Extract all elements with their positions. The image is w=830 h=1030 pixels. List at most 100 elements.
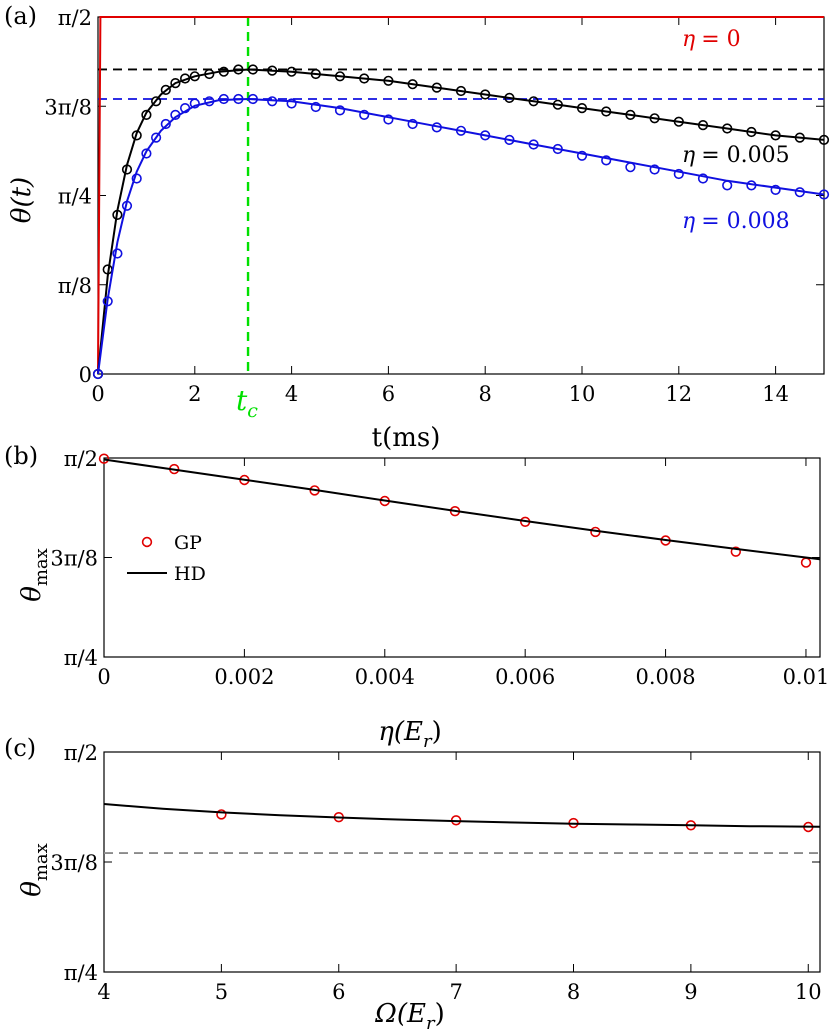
series-marker-black	[818, 134, 830, 145]
y-axis-label-sub: max	[31, 548, 52, 586]
panel-label: (c)	[4, 734, 36, 762]
tc-label: tc	[236, 384, 258, 422]
y-axis-label-main: θ	[17, 586, 47, 602]
panel-1: 0 0.002 0.004 0.006 0.008 0.01 π/4 3π/8 π/2 (b) GP…	[4, 442, 829, 752]
tc-main: t	[236, 384, 248, 417]
series-marker-black	[649, 113, 660, 124]
x-tick-label: 12	[665, 382, 692, 406]
series-line-red	[97, 16, 824, 375]
x-tick-label: 8	[567, 980, 580, 1004]
series-marker-blue	[601, 155, 612, 166]
series-marker-blue	[267, 96, 278, 107]
series-label-black: η = 0.005	[682, 143, 790, 168]
series-marker-black	[218, 66, 229, 77]
series-marker-black	[794, 132, 805, 143]
x-axis-label-sub: r	[423, 731, 433, 752]
series-marker-black	[121, 164, 133, 175]
series-marker-blue	[818, 189, 830, 200]
series-marker-black	[170, 77, 181, 89]
y-tick-label: π/4	[64, 646, 98, 670]
series-marker-black	[383, 75, 394, 86]
series-marker-black	[697, 119, 709, 131]
x-axis-label: Ω(Er)	[374, 999, 444, 1030]
series-label-eta: η	[682, 27, 695, 52]
series-marker-black	[601, 106, 612, 117]
series-marker-blue	[697, 173, 709, 184]
series-marker-blue	[383, 114, 394, 125]
gp-marker	[216, 809, 227, 820]
series-marker-black	[504, 92, 515, 103]
series-label-value: = 0	[701, 27, 740, 52]
y-tick-label: π/4	[64, 961, 98, 985]
gp-marker	[800, 557, 812, 568]
series-marker-blue	[180, 102, 191, 114]
series-marker-blue	[552, 143, 563, 155]
series-line-blue	[97, 97, 825, 375]
x-tick-label: 10	[569, 382, 596, 406]
series-marker-blue	[247, 93, 258, 105]
series-label-red: η = 0	[682, 27, 741, 52]
series-marker-black	[407, 79, 418, 90]
axes-frame	[103, 751, 821, 973]
series-marker-black	[770, 130, 781, 141]
x-tick-label: 4	[97, 980, 110, 1004]
x-axis-label-sub: r	[426, 1013, 436, 1030]
series-marker-blue	[576, 150, 588, 161]
x-axis-label: η(Er)	[378, 717, 441, 752]
series-marker-black	[625, 109, 636, 120]
y-tick-label: π/2	[58, 6, 92, 30]
series-marker-blue	[170, 109, 181, 120]
gp-marker	[730, 546, 741, 557]
series-marker-blue	[480, 130, 491, 141]
series-marker-black	[233, 64, 244, 75]
series-marker-blue	[121, 200, 133, 211]
series-label-value: = 0.008	[701, 209, 789, 234]
series-marker-blue	[625, 162, 636, 173]
x-axis-label-main: Ω(E	[374, 999, 426, 1029]
x-tick-label: 14	[762, 382, 789, 406]
series-marker-blue	[204, 96, 215, 107]
series-marker-blue	[673, 168, 684, 180]
x-tick-label: 8	[479, 382, 492, 406]
x-tick-label: 4	[285, 382, 298, 406]
series-marker-black	[480, 89, 491, 100]
series-label-value: = 0.005	[701, 143, 789, 168]
series-marker-black	[576, 102, 588, 114]
legend-marker-gp	[141, 536, 153, 548]
series-marker-blue	[649, 164, 660, 175]
series-marker-black	[722, 123, 733, 134]
x-tick-label: 0	[91, 382, 104, 406]
series-marker-black	[552, 99, 563, 110]
series-marker-black	[267, 65, 278, 76]
y-tick-label: 0	[79, 363, 92, 387]
series-marker-black	[160, 84, 171, 95]
legend: GP HD	[127, 532, 206, 585]
y-axis-label: θmax	[17, 843, 52, 897]
y-axis-label-sub: max	[31, 843, 52, 881]
series-marker-black	[673, 116, 684, 127]
series-marker-blue	[455, 125, 467, 136]
series-marker-black	[431, 82, 442, 93]
panel-label: (b)	[4, 442, 38, 470]
series-marker-black	[528, 96, 539, 107]
x-tick-label: 9	[684, 980, 697, 1004]
series-marker-blue	[794, 187, 805, 198]
series-label-eta: η	[682, 143, 695, 168]
series-marker-blue	[504, 134, 515, 145]
series-marker-blue	[359, 109, 370, 120]
series-marker-blue	[160, 118, 171, 130]
y-tick-label: 3π/8	[44, 95, 92, 119]
series-marker-blue	[286, 98, 297, 109]
x-tick-label: 0.008	[636, 665, 696, 689]
x-tick-label: 2	[188, 382, 201, 406]
series-marker-black	[334, 71, 346, 82]
series-marker-blue	[310, 101, 321, 113]
series-marker-blue	[334, 105, 346, 116]
series-marker-black	[746, 126, 757, 138]
hd-line	[103, 803, 821, 828]
legend-label-gp: GP	[174, 532, 202, 554]
y-tick-label: π/2	[64, 741, 98, 765]
series-marker-black	[141, 109, 152, 120]
series-marker-blue	[233, 93, 244, 105]
